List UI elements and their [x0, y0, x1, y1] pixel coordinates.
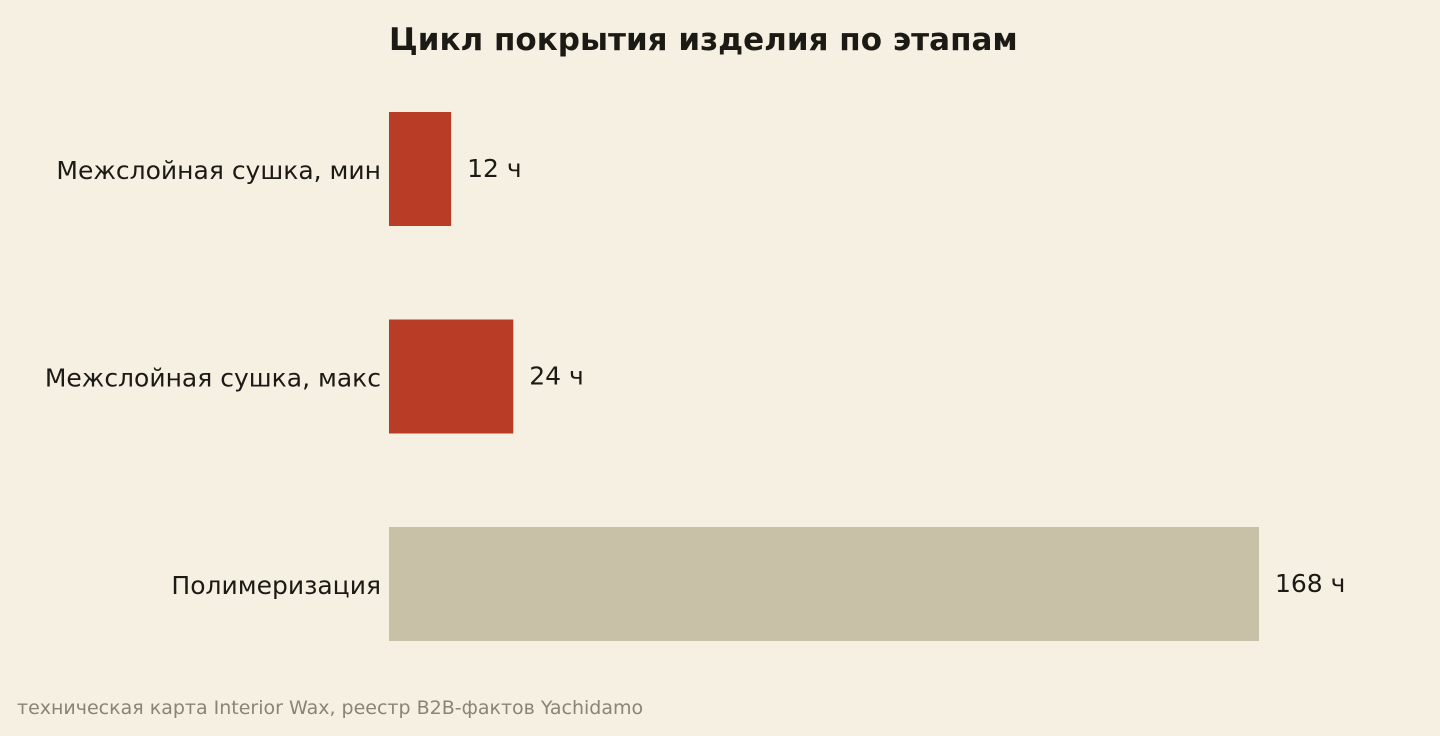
source-note: техническая карта Interior Wax, реестр B… — [17, 697, 643, 719]
category-label: Межслойная сушка, мин — [56, 156, 381, 185]
chart-title: Цикл покрытия изделия по этапам — [389, 22, 1018, 58]
bar — [389, 527, 1259, 641]
value-label: 168 ч — [1275, 569, 1345, 598]
bars-layer: Межслойная сушка, мин 12 ч Межслойная сушк… — [45, 112, 1345, 641]
value-label: 12 ч — [467, 154, 522, 183]
category-label: Межслойная сушка, макс — [45, 364, 381, 393]
category-label: Полимеризация — [171, 571, 381, 600]
bar — [389, 112, 452, 226]
value-label: 24 ч — [529, 362, 584, 391]
bar — [389, 319, 514, 434]
